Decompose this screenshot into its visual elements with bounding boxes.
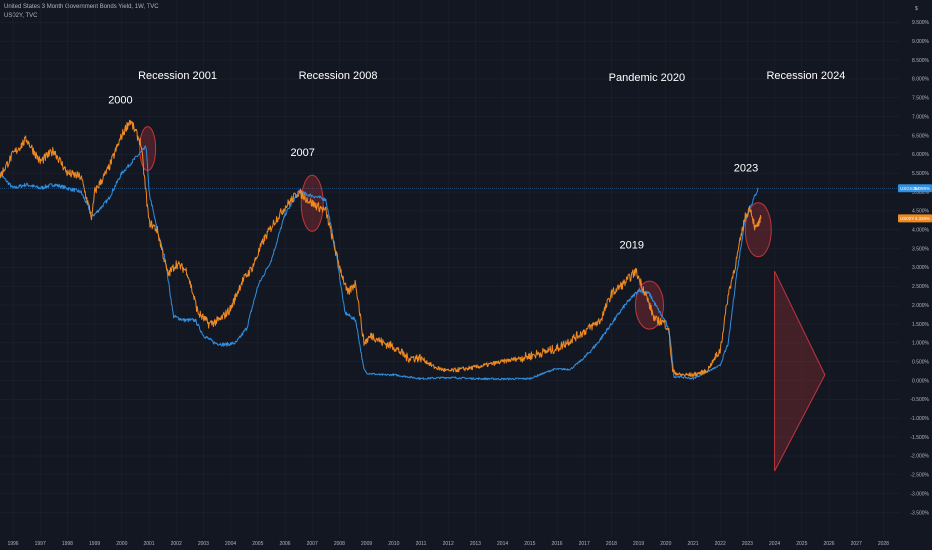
y-tick-label: 6.000% [912, 152, 930, 158]
x-tick-label: 2017 [579, 541, 590, 547]
series-line-usgs3m [0, 145, 759, 381]
x-axis: 1996 1997 1998 1999 2000 2001 2002 2003 2004 2005… [7, 541, 889, 547]
x-tick-label: 2005 [252, 541, 263, 547]
annotation-label: Recession 2008 [299, 70, 378, 82]
y-tick-label: 8.500% [912, 58, 930, 64]
y-tick-label: 3.500% [912, 246, 930, 252]
x-tick-label: 2025 [796, 541, 807, 547]
y-tick-label: 3.000% [912, 265, 930, 271]
x-tick-label: 2013 [470, 541, 481, 547]
x-tick-label: 2007 [307, 541, 318, 547]
y-tick-label: 1.000% [912, 341, 930, 347]
annotation-label: 2023 [734, 162, 758, 174]
series2-title: US02Y, TVC [4, 13, 38, 19]
y-tick-label: -1.000% [910, 416, 929, 422]
series-lines [0, 119, 762, 381]
x-tick-label: 2001 [143, 541, 154, 547]
x-tick-label: 2026 [823, 541, 834, 547]
y-tick-label: -2.500% [910, 473, 929, 479]
annotation-label: Recession 2001 [138, 70, 217, 82]
y-tick-label: -0.500% [910, 397, 929, 403]
scale-top-label: $ [915, 6, 918, 12]
x-tick-label: 2006 [279, 541, 290, 547]
overlays [0, 126, 900, 472]
annotation-label: Recession 2024 [766, 70, 845, 82]
x-tick-label: 2016 [551, 541, 562, 547]
annotations: Recession 2001 Recession 2008 2000 2007 Pand… [108, 70, 845, 252]
y-tick-label: 2.500% [912, 284, 930, 290]
y-tick-label: -2.000% [910, 454, 929, 460]
grid [0, 0, 900, 537]
x-tick-label: 2023 [742, 541, 753, 547]
series-line-us02y [0, 119, 762, 378]
price-tag-bg [898, 214, 932, 223]
x-tick-label: 2014 [497, 541, 508, 547]
y-tick-label: 0.500% [912, 359, 930, 365]
x-tick-label: 2012 [443, 541, 454, 547]
price-tag-value: 5.099% [915, 186, 930, 191]
x-tick-label: 2002 [171, 541, 182, 547]
y-tick-label: 9.500% [912, 20, 930, 26]
y-tick-label: 2.000% [912, 303, 930, 309]
x-tick-label: 2011 [416, 541, 427, 547]
y-tick-label: 0.000% [912, 378, 930, 384]
x-tick-label: 2028 [878, 541, 889, 547]
annotation-label: 2000 [108, 94, 132, 106]
x-tick-label: 2008 [334, 541, 345, 547]
x-tick-label: 2020 [660, 541, 671, 547]
x-tick-label: 2018 [606, 541, 617, 547]
annotation-label: Pandemic 2020 [609, 72, 685, 84]
x-tick-label: 2009 [361, 541, 372, 547]
price-tag-bg [898, 184, 932, 193]
y-tick-label: 9.000% [912, 39, 930, 45]
price-tag-name: USGS3M [900, 186, 919, 191]
x-tick-label: 2024 [769, 541, 780, 547]
x-tick-label: 2027 [851, 541, 862, 547]
annotation-label: 2007 [290, 147, 314, 159]
x-tick-label: 2019 [633, 541, 644, 547]
x-tick-label: 1997 [35, 541, 46, 547]
x-tick-label: 2010 [388, 541, 399, 547]
x-tick-label: 1999 [89, 541, 100, 547]
y-tick-label: 7.500% [912, 96, 930, 102]
y-tick-label: 7.000% [912, 114, 930, 120]
y-tick-label: 5.000% [912, 190, 930, 196]
price-tag-value: 4.326% [915, 216, 930, 221]
y-axis: 9.500% 9.000% 8.500% 8.000% 7.500% 7.000% 6.50… [910, 20, 929, 516]
y-tick-label: 5.500% [912, 171, 930, 177]
annotation-label: 2019 [620, 240, 644, 252]
x-tick-label: 2004 [225, 541, 236, 547]
x-tick-label: 2022 [715, 541, 726, 547]
x-tick-label: 1996 [7, 541, 18, 547]
x-tick-label: 2003 [198, 541, 209, 547]
y-tick-label: 6.500% [912, 133, 930, 139]
x-tick-label: 2000 [116, 541, 127, 547]
price-tag-name: US02Y [900, 216, 914, 221]
x-tick-label: 2015 [524, 541, 535, 547]
y-tick-label: -1.500% [910, 435, 929, 441]
y-tick-label: 4.000% [912, 228, 930, 234]
y-tick-label: 4.500% [912, 209, 930, 215]
x-tick-label: 2021 [687, 541, 698, 547]
series1-title: United States 3 Month Government Bonds Y… [4, 4, 159, 10]
y-tick-label: -3.500% [910, 510, 929, 516]
x-tick-label: 1998 [62, 541, 73, 547]
y-tick-label: 1.500% [912, 322, 930, 328]
y-tick-label: 8.000% [912, 77, 930, 83]
forecast-triangle [774, 270, 826, 472]
y-tick-label: -3.000% [910, 491, 929, 497]
